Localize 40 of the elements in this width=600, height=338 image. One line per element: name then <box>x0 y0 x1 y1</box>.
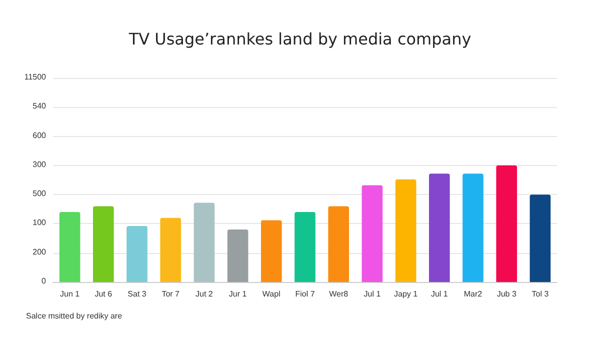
x-tick-label: Tor 7 <box>162 290 180 298</box>
bar <box>530 194 551 282</box>
x-tick-label: Wer8 <box>329 290 349 298</box>
x-tick-label: Jut 2 <box>196 290 214 298</box>
text: 600 <box>32 130 47 140</box>
text: 100 <box>32 218 47 228</box>
chart-title: TV Usage’rannkes land by media company <box>128 30 472 48</box>
text: 540 <box>32 102 47 111</box>
bar <box>462 174 484 282</box>
bar <box>92 206 114 282</box>
x-tick-label: Mar2 <box>464 290 483 298</box>
bar <box>328 206 350 282</box>
x-tick-label: Jun 1 <box>60 290 80 298</box>
x-tick-label: Japy 1 <box>394 290 418 298</box>
bar <box>428 174 450 282</box>
bar <box>59 212 80 282</box>
text: 200 <box>32 247 47 256</box>
bar <box>160 218 182 282</box>
x-tick-label: Tol 3 <box>532 290 550 298</box>
bar <box>227 230 248 282</box>
x-tick-label: Fiol 7 <box>295 290 316 298</box>
x-tick-label: Wapl <box>262 290 281 298</box>
x-tick-label: Jut 6 <box>94 290 113 298</box>
bar <box>126 226 148 282</box>
bar <box>294 212 316 282</box>
x-tick-label: Sat 3 <box>128 290 147 298</box>
bar <box>362 185 383 282</box>
text: 300 <box>32 160 47 169</box>
x-tick-label: Jul 1 <box>364 290 382 298</box>
text: Salce msitted by rediky are <box>26 312 123 320</box>
x-tick-label: Jub 3 <box>496 290 517 298</box>
text: 0 <box>42 276 47 286</box>
bar <box>194 202 215 282</box>
text: 500 <box>32 189 47 198</box>
bar <box>260 220 282 282</box>
text: 11500 <box>24 72 47 82</box>
bar <box>395 179 416 282</box>
x-tick-label: Jur 1 <box>228 290 248 298</box>
x-tick-label: Jul 1 <box>430 290 448 298</box>
bar <box>496 165 518 282</box>
